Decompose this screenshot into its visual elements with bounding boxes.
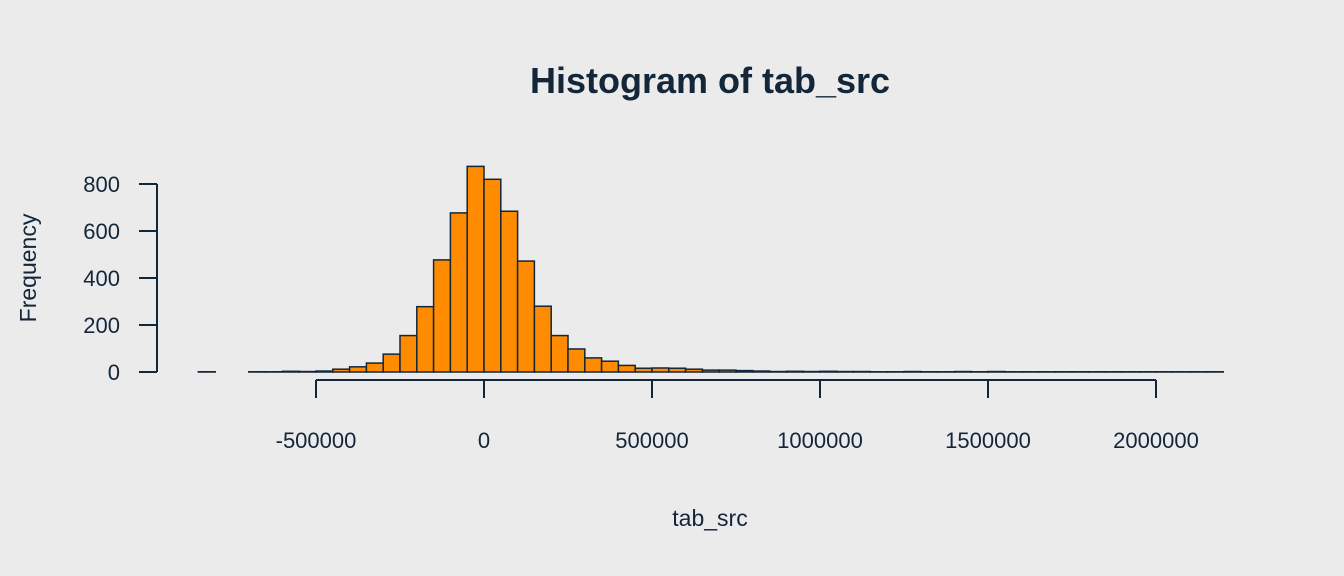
x-axis: -500000 0 500000 1000000 1500000 2000000 (276, 379, 1199, 453)
histogram-bar (752, 370, 771, 373)
y-axis-label: Frequency (15, 213, 41, 322)
histogram-bar (432, 259, 452, 373)
histogram-bar (584, 357, 603, 373)
histogram-bar (634, 367, 653, 373)
histogram-bar (684, 368, 704, 373)
y-tick-label: 800 (83, 172, 120, 197)
histogram-bar (718, 369, 737, 373)
y-tick-label: 200 (83, 313, 120, 338)
y-tick-label: 0 (108, 360, 120, 385)
y-tick-label: 600 (83, 219, 120, 244)
histogram-bar (785, 370, 804, 373)
histogram-bar (365, 362, 384, 373)
histogram-bar (567, 348, 586, 373)
x-tick-label: -500000 (276, 428, 357, 453)
histogram-bar (332, 368, 351, 373)
x-tick-label: 0 (478, 428, 490, 453)
histogram-bar (315, 370, 334, 373)
histogram-bar (416, 305, 435, 373)
histogram-bar (701, 369, 720, 373)
histogram-bar (399, 334, 418, 373)
x-tick-label: 1000000 (777, 428, 863, 453)
histogram-bar (533, 305, 552, 373)
histogram-bar (466, 165, 485, 373)
histogram-bar (516, 260, 536, 373)
histogram-bar (348, 366, 368, 373)
chart-title: Histogram of tab_src (530, 60, 890, 101)
histogram-bar (819, 370, 838, 373)
histogram-bar (668, 367, 687, 373)
histogram-bar (281, 370, 300, 373)
x-tick-label: 1500000 (945, 428, 1031, 453)
histogram-bars (197, 165, 1224, 373)
histogram-bar (483, 178, 502, 373)
x-tick-label: 500000 (615, 428, 688, 453)
x-tick-label: 2000000 (1113, 428, 1199, 453)
histogram-bar (550, 334, 569, 373)
histogram-bar (600, 360, 620, 373)
y-axis: 0 200 400 600 800 (83, 172, 158, 385)
y-tick-label: 400 (83, 266, 120, 291)
histogram-bar (382, 353, 401, 373)
histogram-bar (735, 369, 754, 373)
histogram-bar (500, 210, 519, 373)
histogram-bar (617, 364, 636, 373)
histogram-bar (449, 212, 468, 373)
x-axis-label: tab_src (672, 505, 747, 531)
histogram-bar (651, 367, 670, 373)
